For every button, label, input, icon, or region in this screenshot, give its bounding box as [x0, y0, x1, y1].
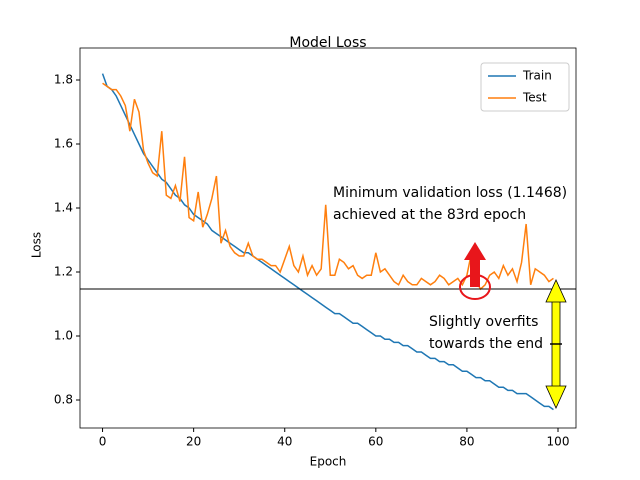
yellow-arrow-head-up — [545, 279, 567, 303]
legend-label: Train — [522, 69, 552, 83]
x-tick-label: 100 — [547, 435, 570, 449]
annotation: Minimum validation loss (1.1468) — [333, 185, 567, 201]
legend-box — [480, 62, 570, 112]
annotation: achieved at the 83rd epoch — [333, 207, 526, 223]
y-tick-label: 0.8 — [54, 393, 73, 407]
x-axis-label: Epoch — [310, 455, 347, 469]
legend-label: Test — [522, 91, 547, 105]
x-tick-label: 60 — [368, 435, 383, 449]
plot-area: 0.8 1.0 1.2 1.4 1.6 1.8 0 20 40 60 80 100 Train Test — [54, 47, 577, 449]
y-tick-label: 1.4 — [54, 201, 73, 215]
chart-title: Model Loss — [289, 35, 366, 51]
red-arrow-shaft — [470, 259, 480, 287]
y-axis-label: Loss — [30, 232, 44, 258]
x-tick-label: 20 — [186, 435, 201, 449]
legend: Train Test — [480, 62, 570, 112]
axes-frame — [79, 47, 577, 429]
yellow-arrow-head-down — [545, 385, 567, 409]
annotation: Slightly overfits — [429, 314, 538, 330]
red-arrow-head — [464, 242, 486, 260]
y-tick-label: 1.2 — [54, 265, 73, 279]
y-tick-label: 1.0 — [54, 329, 73, 343]
y-tick-label: 1.8 — [54, 73, 73, 87]
y-tick-label: 1.6 — [54, 137, 73, 151]
x-tick-label: 40 — [277, 435, 292, 449]
x-tick-label: 0 — [99, 435, 107, 449]
annotation: towards the end — [429, 336, 543, 352]
line-series — [101, 73, 554, 411]
annotation-shapes — [459, 242, 567, 409]
x-tick-label: 80 — [459, 435, 474, 449]
